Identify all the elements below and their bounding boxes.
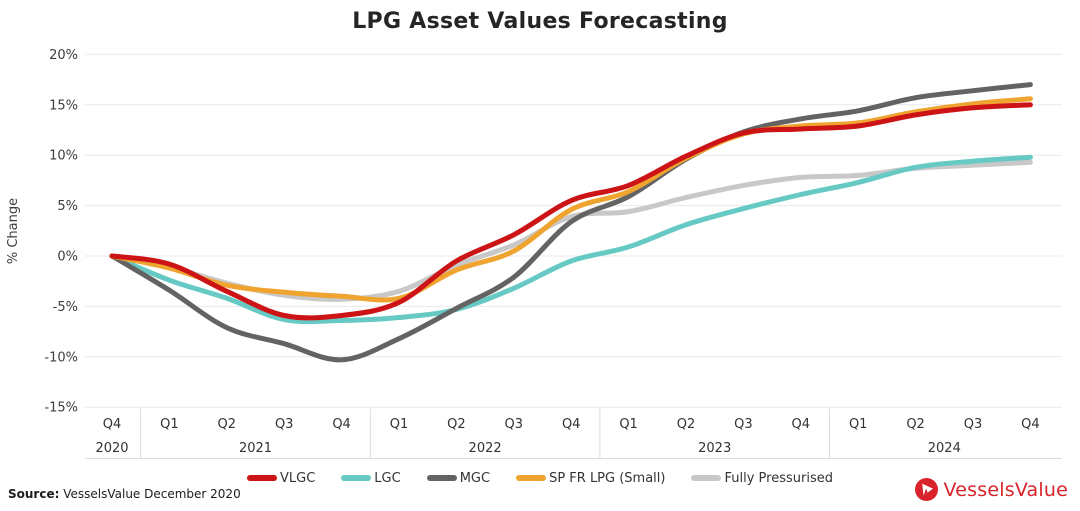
legend-item-lgc: LGC bbox=[341, 470, 401, 486]
x-tick-Q3-2021: Q3 bbox=[275, 417, 294, 432]
x-tick-Q2-2024: Q2 bbox=[906, 417, 925, 432]
x-year-2021: 2021 bbox=[239, 441, 272, 456]
y-tick-0%: 0% bbox=[57, 250, 78, 265]
x-tick-Q1-2021: Q1 bbox=[160, 417, 179, 432]
x-tick-Q1-2023: Q1 bbox=[619, 417, 638, 432]
legend-item-mgc: MGC bbox=[426, 470, 491, 486]
x-tick-Q2-2023: Q2 bbox=[677, 417, 696, 432]
legend-swatch-lgc bbox=[341, 475, 372, 481]
legend-item-sp-fr-lpg-small-: SP FR LPG (Small) bbox=[516, 471, 665, 486]
series-line-fully-pressurised bbox=[109, 159, 1033, 302]
x-tick-Q4-2020: Q4 bbox=[103, 417, 122, 432]
chart-title: LPG Asset Values Forecasting bbox=[352, 9, 728, 34]
x-year-2024: 2024 bbox=[928, 441, 961, 456]
x-tick-Q4-2024: Q4 bbox=[1021, 417, 1040, 432]
y-tick--5%: -5% bbox=[53, 300, 78, 315]
chart-legend: VLGC LGC MGC SP FR LPG (Small) Fully Pressur… bbox=[0, 468, 1080, 488]
source-note: Source: VesselsValue December 2020 bbox=[8, 487, 241, 501]
legend-label-mgc: MGC bbox=[459, 470, 491, 486]
x-tick-Q4-2021: Q4 bbox=[332, 417, 351, 432]
x-tick-Q1-2024: Q1 bbox=[849, 417, 868, 432]
y-axis-title: % Change bbox=[6, 198, 21, 264]
legend-swatch-vlgc bbox=[247, 475, 277, 481]
legend-swatch-mgc bbox=[426, 475, 457, 481]
x-tick-Q3-2023: Q3 bbox=[734, 417, 753, 432]
series-line-vlgc bbox=[109, 102, 1033, 321]
y-tick-20%: 20% bbox=[49, 48, 78, 63]
legend-swatch-sp-fr-lpg-small- bbox=[516, 475, 547, 481]
x-tick-Q4-2023: Q4 bbox=[792, 417, 811, 432]
legend-item-fully-pressurised: Fully Pressurised bbox=[691, 471, 833, 486]
legend-label-vlgc: VLGC bbox=[280, 470, 316, 486]
x-tick-Q3-2022: Q3 bbox=[505, 417, 524, 432]
y-tick-10%: 10% bbox=[49, 149, 78, 164]
legend-label-sp-fr-lpg-small-: SP FR LPG (Small) bbox=[549, 470, 666, 486]
x-tick-Q4-2022: Q4 bbox=[562, 417, 581, 432]
y-tick-5%: 5% bbox=[57, 199, 78, 214]
legend-swatch-fully-pressurised bbox=[691, 475, 722, 481]
y-tick-15%: 15% bbox=[49, 98, 78, 113]
legend-item-vlgc: VLGC bbox=[247, 471, 315, 486]
series-line-sp-fr-lpg-small- bbox=[109, 96, 1033, 303]
y-tick--10%: -10% bbox=[44, 350, 78, 365]
x-tick-Q1-2022: Q1 bbox=[390, 417, 409, 432]
legend-label-lgc: LGC bbox=[374, 470, 401, 486]
vesselsvalue-logo: VesselsValue bbox=[914, 477, 1068, 502]
vesselsvalue-logo-text: VesselsValue bbox=[943, 478, 1068, 501]
series-line-mgc bbox=[109, 82, 1033, 363]
x-tick-Q2-2022: Q2 bbox=[447, 417, 466, 432]
y-tick--15%: -15% bbox=[44, 401, 78, 416]
x-tick-Q2-2021: Q2 bbox=[218, 417, 237, 432]
x-tick-Q3-2024: Q3 bbox=[964, 417, 983, 432]
source-label: Source: bbox=[8, 487, 60, 501]
source-text: VesselsValue December 2020 bbox=[59, 487, 241, 501]
series-line-lgc bbox=[109, 154, 1033, 325]
x-year-2023: 2023 bbox=[698, 441, 731, 456]
vesselsvalue-logo-icon bbox=[914, 478, 938, 501]
legend-label-fully-pressurised: Fully Pressurised bbox=[724, 470, 833, 486]
x-year-2020: 2020 bbox=[95, 441, 128, 456]
x-year-2022: 2022 bbox=[469, 441, 502, 456]
